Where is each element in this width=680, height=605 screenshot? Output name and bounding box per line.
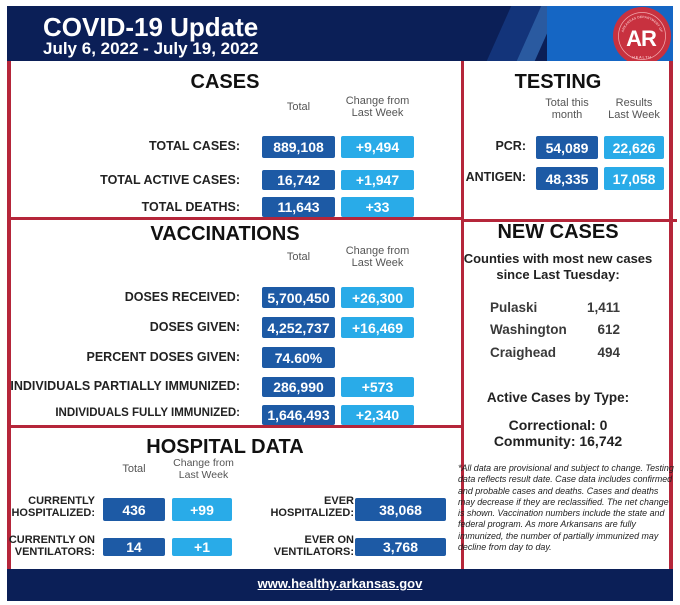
svg-text:AR: AR bbox=[626, 26, 657, 51]
svg-text:HEALTH: HEALTH bbox=[632, 56, 651, 60]
